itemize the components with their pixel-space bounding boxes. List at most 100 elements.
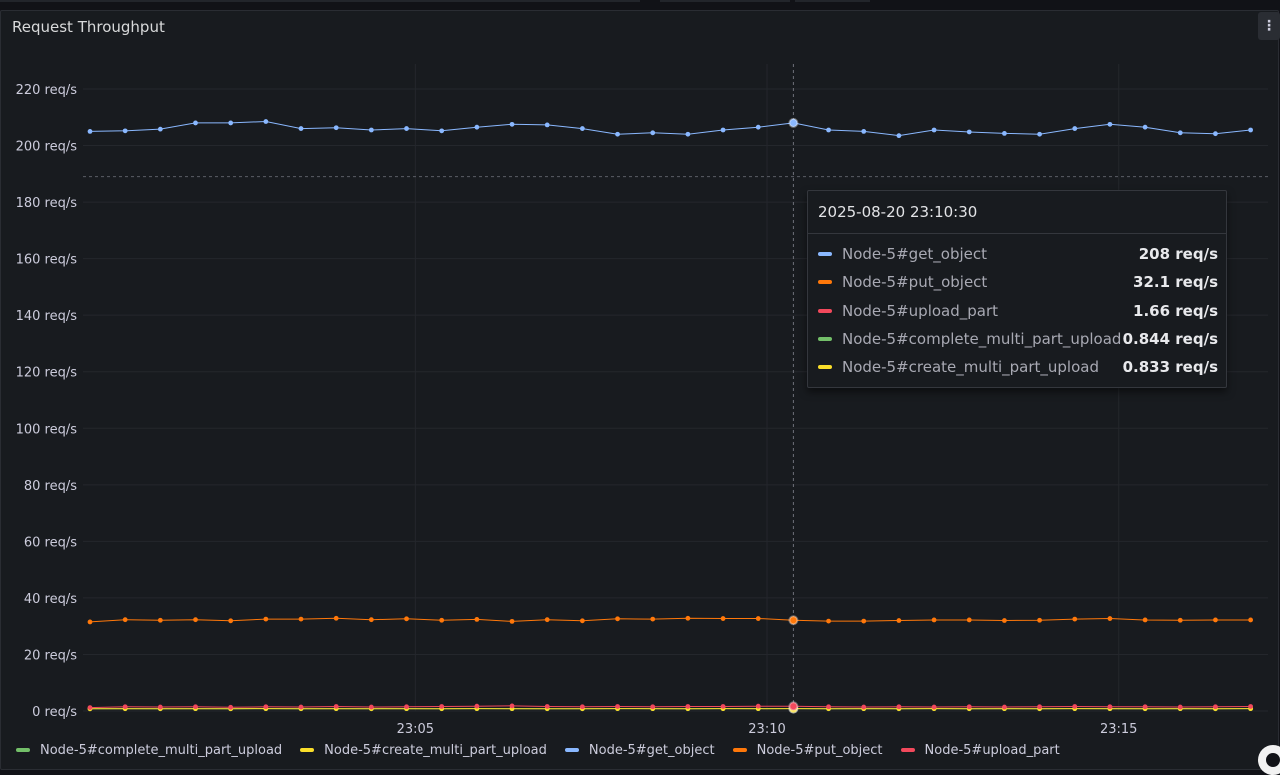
data-point: [1002, 705, 1007, 710]
data-point: [88, 620, 93, 625]
legend-item[interactable]: Node-5#create_multi_part_upload: [300, 743, 547, 758]
data-point: [510, 122, 515, 127]
data-point: [650, 617, 655, 622]
data-point: [1248, 704, 1253, 709]
data-point: [369, 705, 374, 710]
data-point: [1108, 616, 1113, 621]
data-point: [615, 132, 620, 137]
data-point: [932, 618, 937, 623]
data-point: [1037, 132, 1042, 137]
legend-swatch: [565, 748, 579, 752]
hover-point: [789, 616, 797, 624]
data-point: [967, 618, 972, 623]
y-tick-label: 220 req/s: [16, 83, 78, 98]
data-point: [510, 619, 515, 624]
data-point: [967, 704, 972, 709]
y-tick-label: 180 req/s: [16, 196, 78, 211]
tooltip-series-name: Node-5#put_object: [842, 273, 1133, 291]
tooltip-series-swatch: [818, 309, 832, 313]
data-point: [721, 704, 726, 709]
data-point: [1037, 704, 1042, 709]
data-point: [1072, 617, 1077, 622]
data-point: [439, 618, 444, 623]
tooltip-series-name: Node-5#upload_part: [842, 302, 1133, 320]
legend-label: Node-5#get_object: [589, 743, 715, 758]
tooltip-series-name: Node-5#create_multi_part_upload: [842, 358, 1123, 376]
data-point: [228, 618, 233, 623]
y-tick-label: 140 req/s: [16, 309, 78, 324]
data-point: [1072, 126, 1077, 131]
data-point: [580, 126, 585, 131]
data-point: [721, 616, 726, 621]
legend-item[interactable]: Node-5#complete_multi_part_upload: [16, 743, 282, 758]
y-tick-label: 200 req/s: [16, 140, 78, 155]
data-point: [1002, 131, 1007, 136]
legend-swatch: [300, 748, 314, 752]
data-point: [1037, 618, 1042, 623]
legend-label: Node-5#create_multi_part_upload: [324, 743, 547, 758]
data-point: [474, 617, 479, 622]
x-tick-label: 23:15: [1100, 722, 1137, 737]
legend-label: Node-5#upload_part: [925, 743, 1060, 758]
data-point: [580, 704, 585, 709]
data-point: [1108, 704, 1113, 709]
data-point: [861, 619, 866, 624]
tooltip-series-swatch: [818, 252, 832, 256]
data-point: [439, 128, 444, 133]
y-tick-label: 60 req/s: [24, 535, 77, 550]
tooltip-series-value: 0.844 req/s: [1123, 330, 1218, 348]
data-point: [193, 121, 198, 126]
y-tick-label: 0 req/s: [32, 705, 77, 720]
data-point: [193, 704, 198, 709]
data-point: [897, 133, 902, 138]
chart-legend: Node-5#complete_multi_part_upload Node-5#…: [16, 741, 1078, 759]
data-point: [545, 617, 550, 622]
tooltip-series-swatch: [818, 365, 832, 369]
data-point: [474, 125, 479, 130]
y-tick-label: 120 req/s: [16, 366, 78, 381]
legend-label: Node-5#complete_multi_part_upload: [40, 743, 282, 758]
data-point: [756, 704, 761, 709]
y-tick-label: 160 req/s: [16, 253, 78, 268]
tooltip-series-value: 32.1 req/s: [1133, 273, 1218, 291]
data-point: [1213, 618, 1218, 623]
legend-item[interactable]: Node-5#get_object: [565, 743, 715, 758]
tooltip-series-value: 0.833 req/s: [1123, 358, 1218, 376]
data-point: [263, 119, 268, 124]
data-point: [404, 126, 409, 131]
tooltip-series-swatch: [818, 337, 832, 341]
data-point: [650, 704, 655, 709]
data-point: [404, 616, 409, 621]
data-point: [615, 704, 620, 709]
data-point: [580, 618, 585, 623]
data-point: [1108, 122, 1113, 127]
legend-swatch: [16, 748, 30, 752]
data-point: [1178, 705, 1183, 710]
data-point: [228, 121, 233, 126]
legend-swatch: [901, 748, 915, 752]
data-point: [123, 128, 128, 133]
data-point: [510, 704, 515, 709]
legend-item[interactable]: Node-5#put_object: [733, 743, 883, 758]
legend-label: Node-5#put_object: [757, 743, 883, 758]
x-tick-label: 23:10: [748, 722, 785, 737]
data-point: [826, 704, 831, 709]
data-point: [88, 129, 93, 134]
data-point: [299, 705, 304, 710]
data-point: [193, 617, 198, 622]
y-tick-label: 80 req/s: [24, 479, 77, 494]
data-point: [650, 130, 655, 135]
data-point: [334, 616, 339, 621]
data-point: [826, 128, 831, 133]
data-point: [474, 704, 479, 709]
hover-point: [789, 119, 797, 127]
y-tick-label: 100 req/s: [16, 422, 78, 437]
legend-item[interactable]: Node-5#upload_part: [901, 743, 1060, 758]
data-point: [158, 127, 163, 132]
data-point: [1248, 128, 1253, 133]
tooltip-series-value: 1.66 req/s: [1133, 302, 1218, 320]
